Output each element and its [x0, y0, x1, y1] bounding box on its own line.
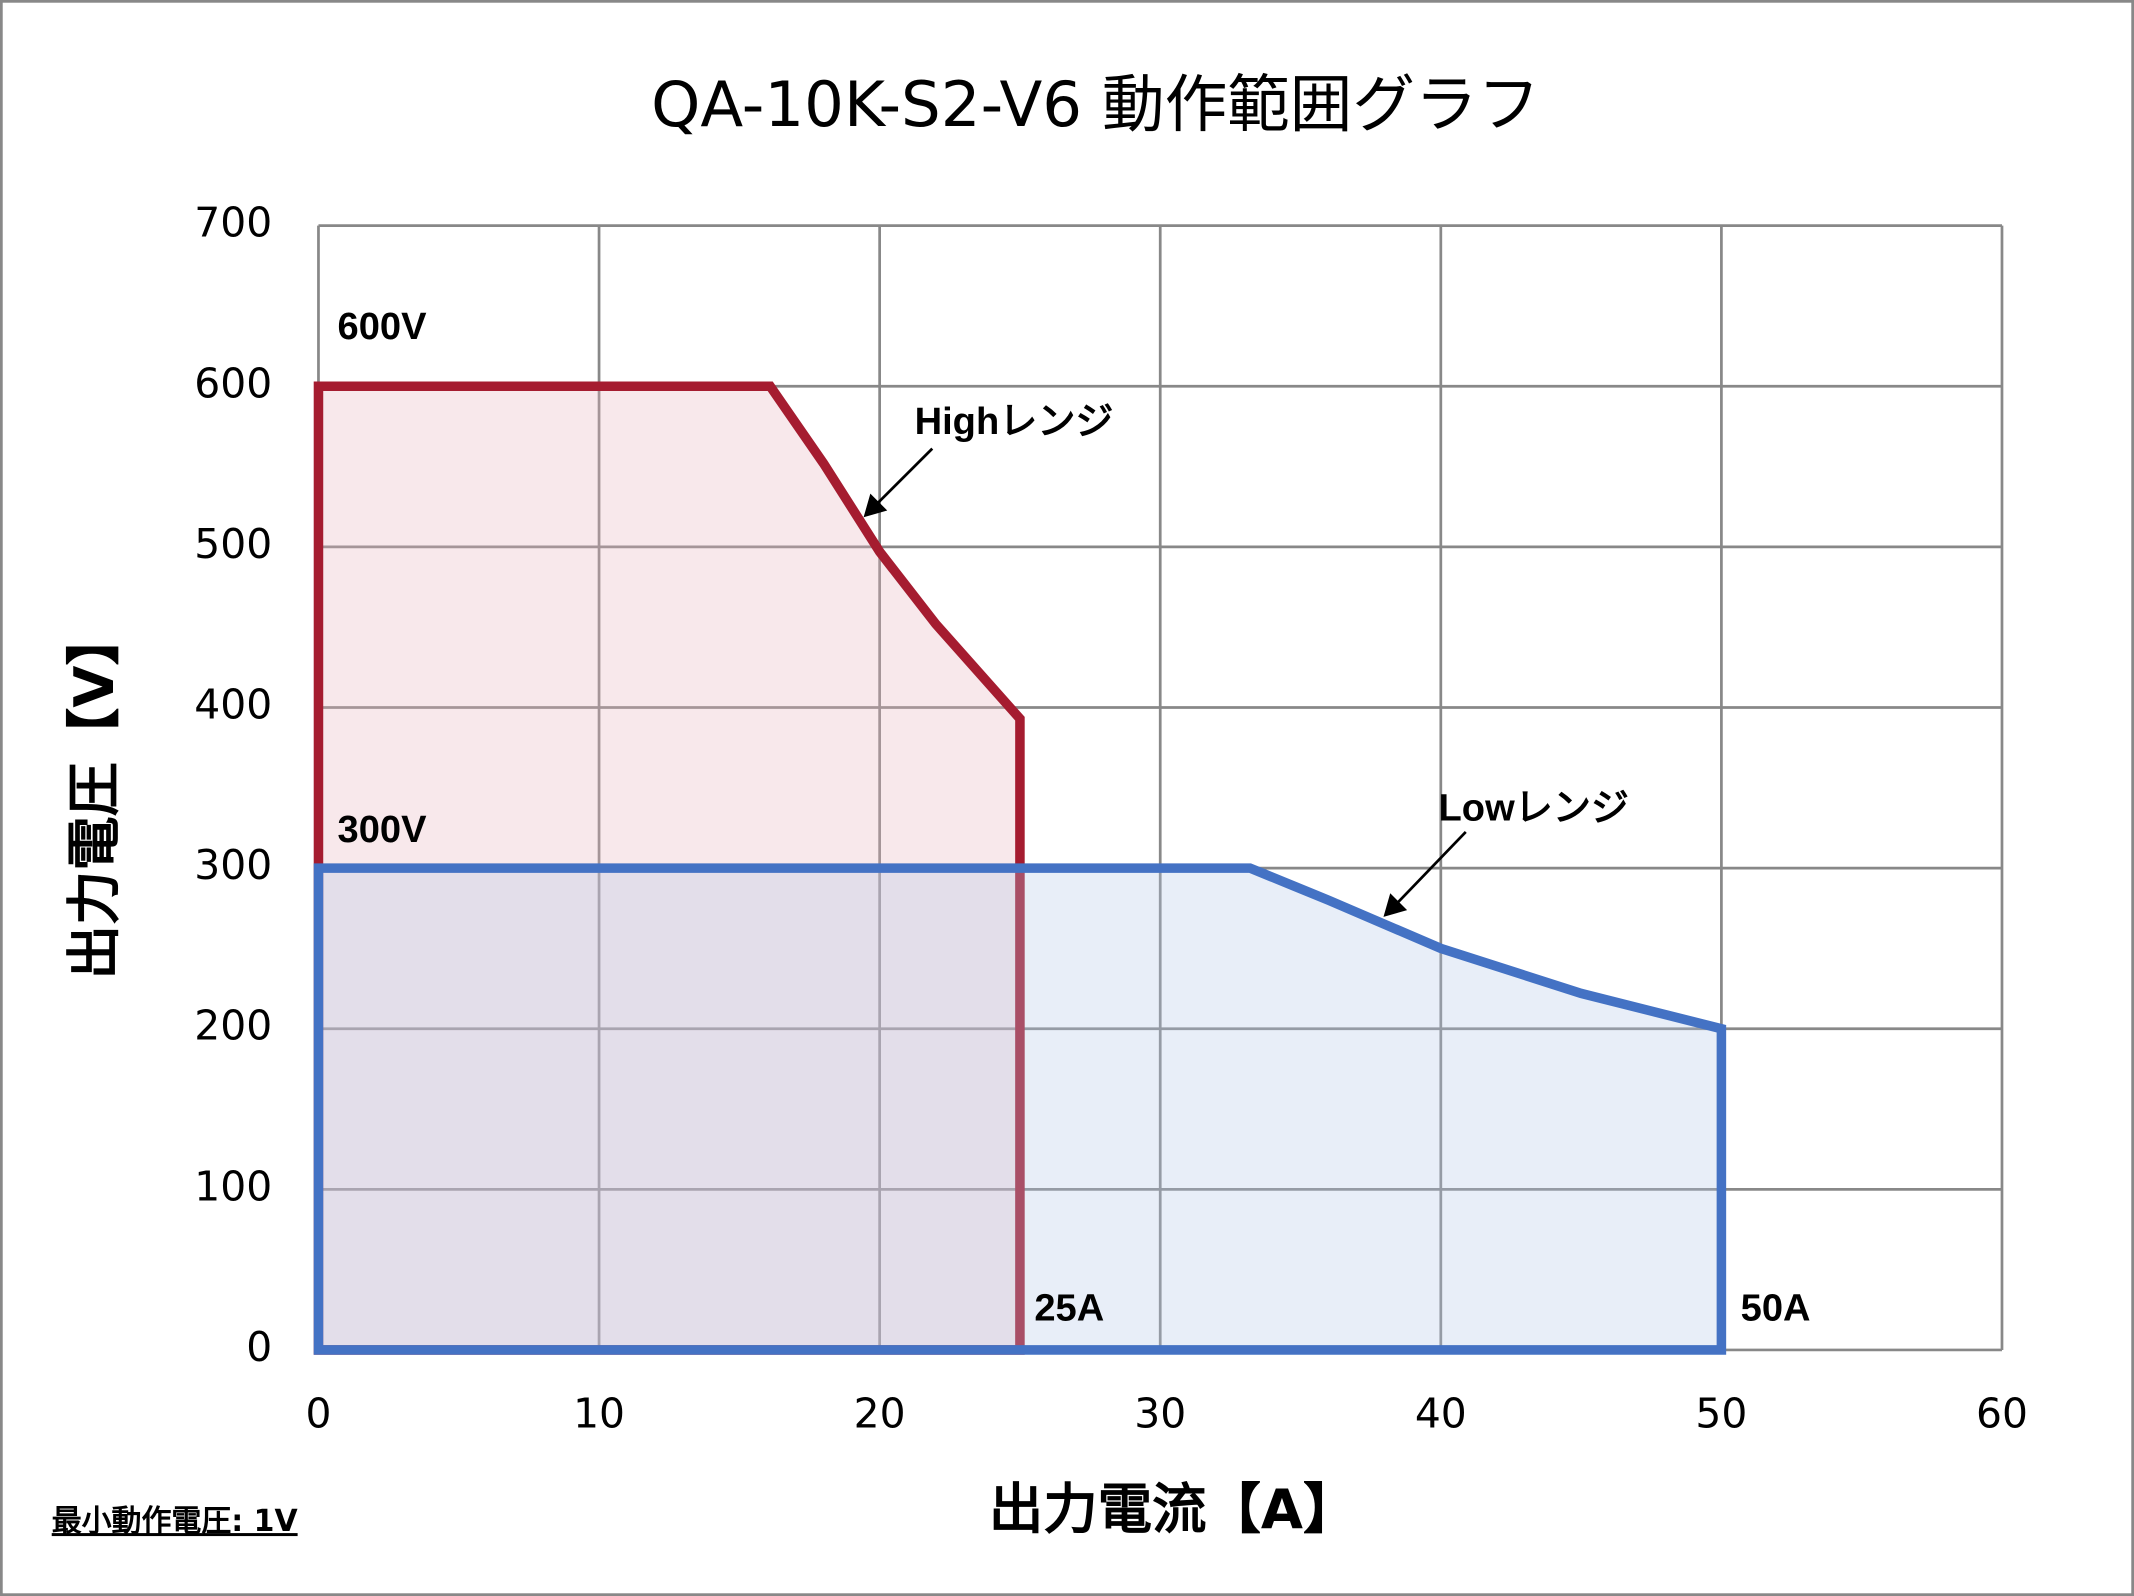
arrow [1394, 831, 1467, 907]
x-tick-label: 40 [1415, 1390, 1467, 1438]
x-tick-label: 30 [1134, 1390, 1186, 1438]
y-tick-label: 200 [194, 1002, 272, 1050]
arrow-head [863, 493, 888, 518]
plot: 0 100 200 300 400 500 600 700 0 10 20 30 40 50 60 Highレ… [194, 199, 2028, 1438]
footnote: 最小動作電圧: 1V [52, 1504, 298, 1539]
series-line [313, 863, 1727, 1355]
x-tick-label: 50 [1695, 1390, 1747, 1438]
y-tick-label: 300 [194, 841, 272, 889]
chart-title: QA-10K-S2-V6 動作範囲グラフ [651, 68, 1540, 141]
y-tick-label: 0 [246, 1323, 272, 1371]
y-tick-label: 400 [194, 681, 272, 729]
y-tick-label: 600 [194, 359, 272, 407]
annotation: 600V [338, 306, 428, 348]
arrow [874, 447, 934, 507]
annotation: 50A [1741, 1288, 1811, 1330]
y-axis-label: 出力電圧【V】 [63, 611, 126, 979]
annotation: 25A [1034, 1288, 1104, 1330]
arrows [863, 447, 1467, 917]
arrow-head [1383, 893, 1408, 917]
x-tick-label: 20 [854, 1390, 906, 1438]
series-label: Lowレンジ [1439, 787, 1629, 829]
area-fill [318, 868, 1722, 1350]
x-tick-label: 60 [1976, 1390, 2028, 1438]
x-tick-label: 10 [573, 1390, 625, 1438]
annotation: 300V [338, 809, 428, 851]
x-tick-label: 0 [305, 1390, 331, 1438]
y-tick-label: 700 [194, 199, 272, 247]
y-tick-label: 500 [194, 520, 272, 568]
series-label: Highレンジ [915, 401, 1114, 443]
x-axis-label: 出力電流【A】 [989, 1478, 1358, 1541]
y-tick-label: 100 [194, 1162, 272, 1210]
